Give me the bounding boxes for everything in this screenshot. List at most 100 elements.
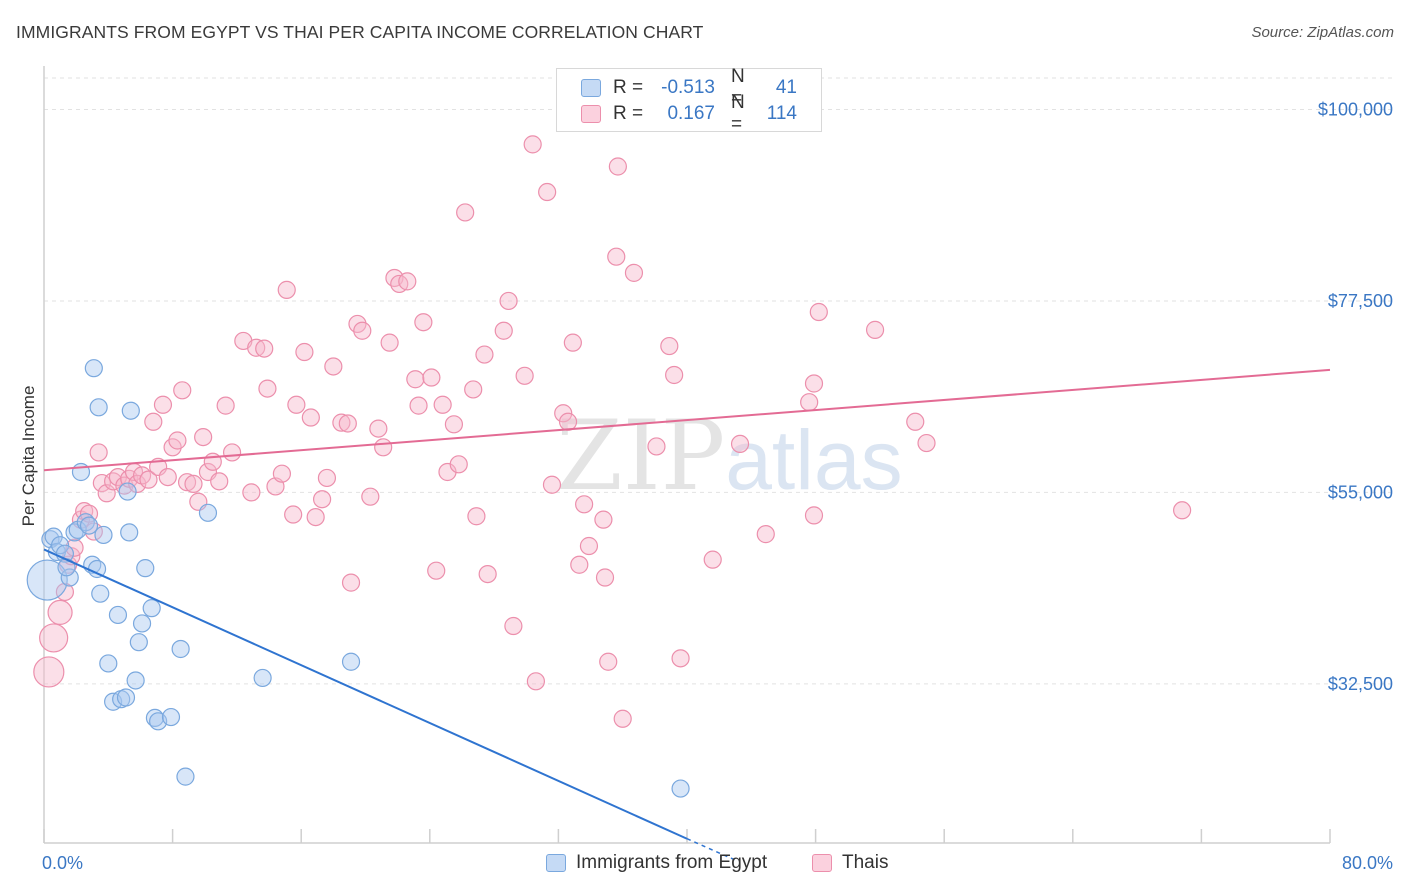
bottom-legend-swatch-egypt xyxy=(546,854,566,872)
thais-point xyxy=(608,157,627,176)
thais-point xyxy=(374,438,393,457)
legend-swatch-thais xyxy=(581,105,601,123)
thais-point xyxy=(756,525,775,544)
egypt-point xyxy=(136,559,155,578)
thais-point xyxy=(361,487,380,506)
thais-point xyxy=(89,443,108,462)
thais-point xyxy=(478,565,497,584)
egypt-point xyxy=(50,536,70,555)
thais-point xyxy=(332,413,351,432)
egypt-point xyxy=(76,513,95,532)
egypt-point xyxy=(116,688,136,707)
egypt-point xyxy=(145,708,165,728)
thais-point xyxy=(624,263,644,282)
thais-point xyxy=(92,473,111,493)
y-tick-label: $32,500 xyxy=(1328,674,1393,694)
egypt-point xyxy=(142,599,161,618)
legend-n-label: N = xyxy=(731,66,745,109)
egypt-point xyxy=(120,523,139,542)
egypt-point xyxy=(176,767,195,786)
thais-point xyxy=(475,345,494,364)
thais-point xyxy=(177,473,197,492)
egypt-point xyxy=(79,516,99,535)
thais-trend-line xyxy=(43,368,1331,472)
thais-point xyxy=(804,506,824,525)
thais-point xyxy=(613,709,632,728)
thais-point xyxy=(570,555,589,574)
thais-point xyxy=(538,182,557,202)
egypt-point xyxy=(341,652,361,671)
bottom-legend-thais: Thais xyxy=(812,852,888,874)
thais-point xyxy=(139,470,158,489)
thais-point xyxy=(542,475,562,494)
y-axis-title: Per Capita Income xyxy=(19,386,38,527)
thais-point xyxy=(47,599,73,625)
thais-point xyxy=(449,455,468,474)
legend-n-value: 114 xyxy=(766,103,797,124)
thais-point xyxy=(284,505,303,524)
thais-point xyxy=(865,320,885,339)
thais-point xyxy=(494,321,513,340)
legend-row-egypt: R = -0.513 N = 41 xyxy=(581,66,797,109)
thais-point xyxy=(324,357,343,376)
legend-row-thais: R = 0.167 N = 114 xyxy=(581,92,797,135)
bottom-legend-egypt: Immigrants from Egypt xyxy=(546,852,767,874)
y-tick-label: $100,000 xyxy=(1318,99,1393,119)
thais-point xyxy=(499,291,518,311)
legend-r-label: R = xyxy=(613,77,644,98)
egypt-point xyxy=(126,671,145,690)
thais-point xyxy=(464,380,483,399)
egypt-point xyxy=(129,633,148,652)
egypt-point xyxy=(671,779,690,798)
thais-point xyxy=(301,408,320,427)
thais-point xyxy=(338,414,357,433)
y-tick-label: $55,000 xyxy=(1328,482,1393,502)
thais-point xyxy=(353,321,372,340)
legend-swatch-egypt xyxy=(581,79,601,97)
egypt-point xyxy=(118,482,137,501)
thais-point xyxy=(184,474,203,494)
thais-point xyxy=(295,342,314,362)
thais-point xyxy=(173,381,192,400)
thais-point xyxy=(809,302,828,322)
thais-point xyxy=(153,395,173,414)
thais-point xyxy=(800,393,819,412)
egypt-point xyxy=(198,503,218,522)
thais-point xyxy=(558,412,578,431)
thais-point xyxy=(398,272,417,291)
egypt-point xyxy=(99,654,118,673)
x-tick-label: 80.0% xyxy=(1342,853,1393,873)
thais-point xyxy=(255,339,274,358)
egypt-point xyxy=(161,707,181,727)
thais-point xyxy=(671,649,690,668)
thais-point xyxy=(306,507,325,527)
thais-point xyxy=(575,495,594,514)
thais-point xyxy=(444,415,464,434)
egypt-point xyxy=(60,568,79,587)
thais-point xyxy=(406,370,425,389)
chart-title: IMMIGRANTS FROM EGYPT VS THAI PER CAPITA… xyxy=(16,22,704,42)
thais-point xyxy=(906,412,925,431)
bottom-legend-swatch-thais xyxy=(812,854,832,872)
thais-point xyxy=(317,468,337,488)
thais-point xyxy=(703,550,722,569)
thais-point xyxy=(467,507,486,526)
thais-point xyxy=(194,427,213,447)
thais-point xyxy=(409,396,428,415)
thais-point xyxy=(277,280,296,299)
thais-point xyxy=(258,379,277,398)
thais-point xyxy=(594,510,613,529)
thais-point xyxy=(607,247,626,266)
thais-point xyxy=(144,412,163,431)
watermark-atlas: atlas xyxy=(725,413,903,507)
egypt-point xyxy=(94,525,113,545)
thais-point xyxy=(526,672,545,691)
thais-point xyxy=(647,437,666,456)
thais-point xyxy=(917,433,936,453)
thais-point xyxy=(287,395,306,414)
thais-point xyxy=(523,135,542,154)
thais-point xyxy=(369,419,388,438)
thais-point xyxy=(433,395,452,414)
x-tick-label: 0.0% xyxy=(42,853,83,873)
legend-n-label: N = xyxy=(731,92,745,135)
